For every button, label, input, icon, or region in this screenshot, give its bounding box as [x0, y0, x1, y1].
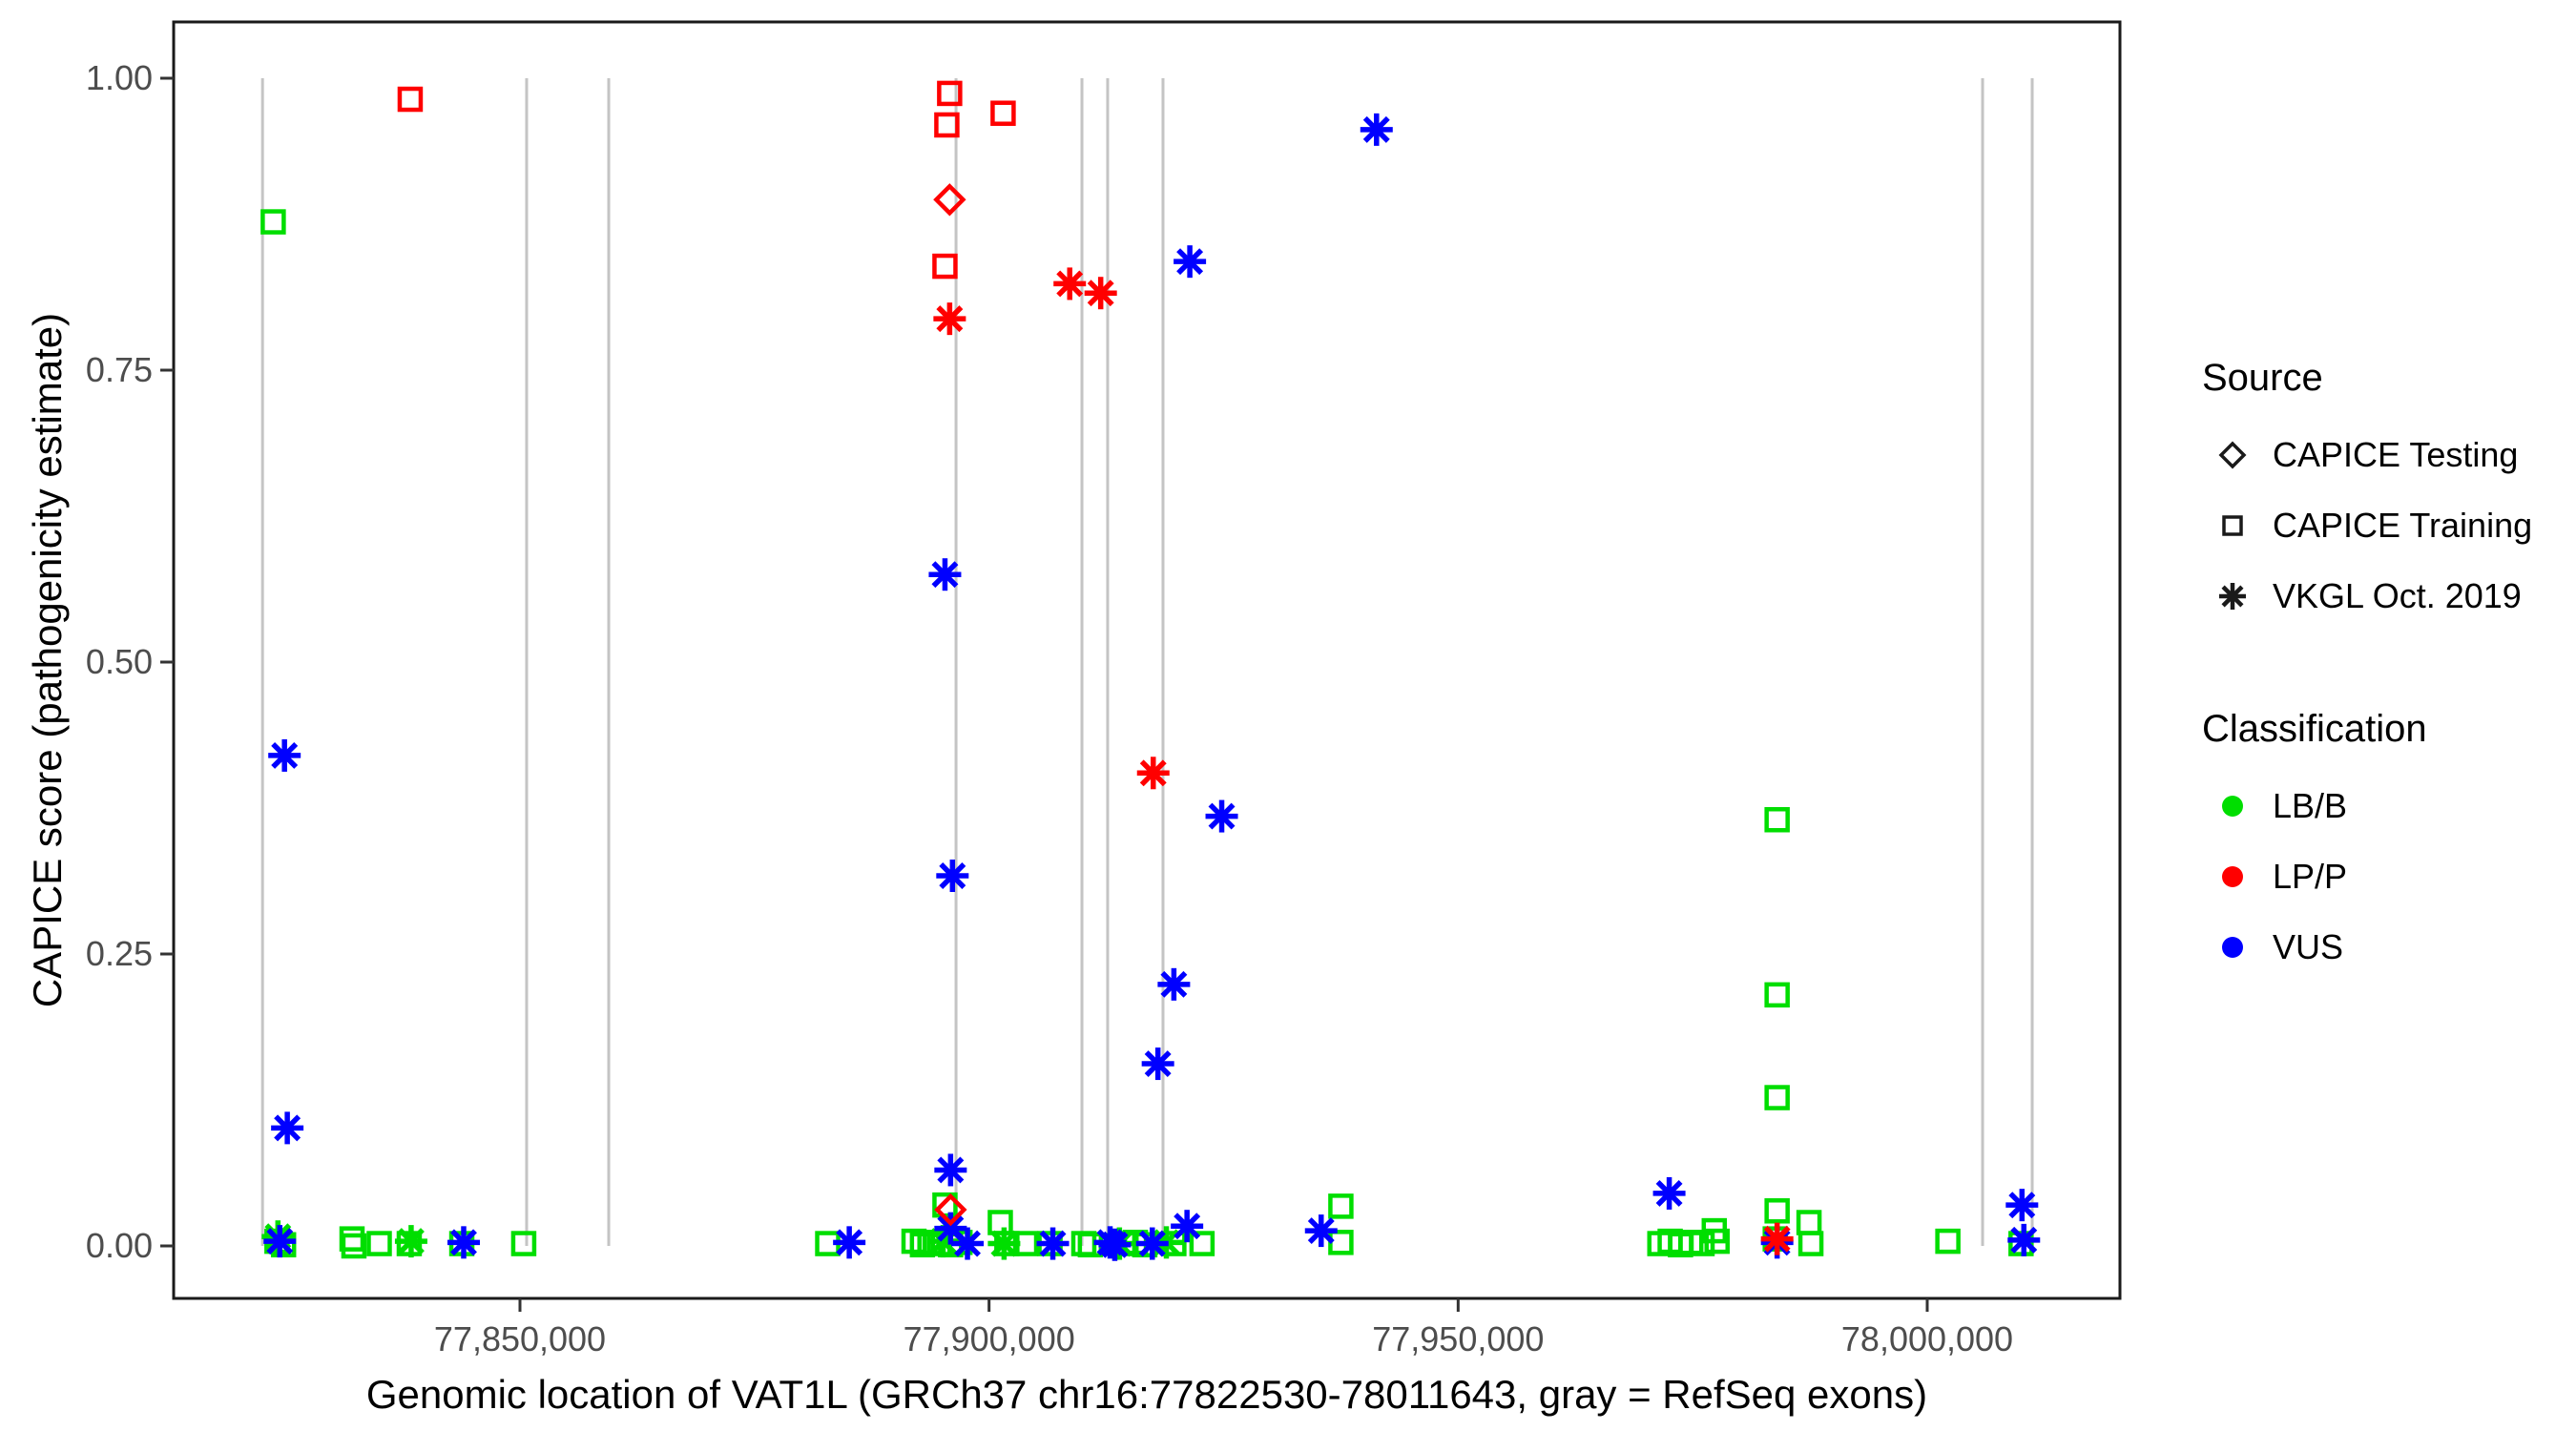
- data-point-asterisk: [394, 1225, 427, 1258]
- data-point-asterisk: [1652, 1176, 1686, 1210]
- legend-glyph: [2202, 852, 2263, 902]
- legend-dot-icon: [2222, 866, 2243, 887]
- data-point-square: [934, 112, 960, 138]
- legend-square-icon: [2222, 515, 2243, 536]
- data-point-square: [1701, 1217, 1728, 1244]
- data-point-square: [366, 1231, 392, 1256]
- series-capice-testing-lp-p: [933, 183, 967, 1227]
- data-point-square: [510, 1231, 537, 1256]
- legend-asterisk-icon: [2219, 583, 2246, 610]
- data-point-asterisk: [934, 1153, 967, 1187]
- data-point-asterisk: [928, 558, 962, 591]
- legend-glyph: [2202, 781, 2263, 831]
- series-capice-training-lp-p: [397, 80, 1016, 280]
- legend-glyph: [2202, 430, 2263, 480]
- legend-item: CAPICE Testing: [2202, 420, 2532, 490]
- data-point-asterisk: [1205, 799, 1238, 833]
- panel-border: [172, 20, 2122, 1300]
- legend-item-label: LB/B: [2273, 786, 2348, 825]
- data-point-diamond: [933, 183, 966, 217]
- legend-item: LP/P: [2202, 841, 2427, 912]
- data-point-asterisk: [2007, 1223, 2041, 1256]
- legend-item-label: CAPICE Testing: [2273, 435, 2519, 474]
- legend-item: CAPICE Training: [2202, 490, 2532, 561]
- x-tick-label: 77,900,000: [903, 1319, 1075, 1358]
- legend-item-label: VUS: [2273, 927, 2344, 966]
- legend-item: LB/B: [2202, 771, 2427, 841]
- y-tick-label: 0.00: [85, 1226, 153, 1265]
- legend-glyph: [2202, 923, 2263, 972]
- data-point-asterisk: [447, 1226, 480, 1259]
- data-point-asterisk: [1171, 1210, 1204, 1243]
- data-point-asterisk: [933, 302, 966, 336]
- data-point-square: [1764, 806, 1790, 833]
- legend-source: Source CAPICE Testing CAPICE Training VKGL…: [2202, 355, 2532, 632]
- data-point-asterisk: [1157, 967, 1191, 1001]
- data-point-square: [909, 1232, 936, 1258]
- data-point-asterisk: [951, 1227, 985, 1260]
- legend-item: VKGL Oct. 2019: [2202, 561, 2532, 632]
- legend-item-label: CAPICE Training: [2273, 506, 2533, 545]
- data-point-square: [1764, 1085, 1790, 1110]
- y-tick-label: 0.75: [85, 350, 153, 389]
- legend-glyph: [2202, 501, 2263, 550]
- data-point-square: [1796, 1210, 1822, 1235]
- x-tick-label: 77,850,000: [433, 1319, 607, 1358]
- legend-diamond-icon: [2218, 441, 2247, 469]
- data-point-square: [2008, 1231, 2034, 1256]
- legend-item: VUS: [2202, 912, 2427, 983]
- x-tick-label: 77,950,000: [1372, 1319, 1545, 1358]
- legend-dot-icon: [2222, 796, 2243, 817]
- y-tick-label: 0.25: [85, 934, 153, 973]
- series-vkgl-oct-2019-lp-p: [933, 267, 1794, 1255]
- legend-classification: Classification LB/B LP/P VUS: [2202, 706, 2427, 983]
- data-point-asterisk: [833, 1226, 866, 1259]
- data-point-square: [937, 80, 963, 107]
- data-point-diamond: [934, 1192, 967, 1227]
- data-point-square: [1189, 1231, 1215, 1256]
- legend-source-title: Source: [2202, 357, 2323, 399]
- legend-item-label: LP/P: [2273, 857, 2348, 896]
- data-point-square: [990, 100, 1016, 126]
- data-point-asterisk: [1098, 1228, 1132, 1261]
- data-point-square: [397, 86, 424, 113]
- data-point-square: [341, 1233, 367, 1259]
- data-point-square: [1328, 1230, 1354, 1255]
- data-point-asterisk: [268, 738, 301, 772]
- data-point-asterisk: [1360, 113, 1393, 146]
- data-point-square: [1935, 1228, 1961, 1255]
- data-point-asterisk: [271, 1111, 304, 1145]
- data-point-asterisk: [1141, 1047, 1174, 1081]
- x-axis-title: Genomic location of VAT1L (GRCh37 chr16:…: [365, 1372, 1928, 1417]
- legend-item-label: VKGL Oct. 2019: [2273, 576, 2522, 615]
- series-vkgl-oct-2019-vus: [263, 113, 2041, 1261]
- data-point-asterisk: [1136, 757, 1170, 790]
- data-point-asterisk: [1084, 277, 1117, 310]
- data-point-asterisk: [1053, 267, 1087, 301]
- data-point-asterisk: [2005, 1189, 2039, 1222]
- data-point-asterisk: [1135, 1227, 1169, 1260]
- data-point-asterisk: [1760, 1222, 1794, 1255]
- data-point-asterisk: [1174, 245, 1207, 279]
- data-point-square: [932, 253, 958, 280]
- data-point-square: [1764, 982, 1790, 1008]
- data-point-asterisk: [936, 859, 969, 892]
- legend-dot-icon: [2222, 937, 2243, 958]
- legend-glyph: [2202, 571, 2263, 621]
- data-point-square: [987, 1210, 1013, 1235]
- data-point-asterisk: [987, 1227, 1021, 1260]
- data-point-square: [1764, 1198, 1790, 1224]
- data-point-square: [260, 209, 286, 235]
- data-point-asterisk: [1036, 1227, 1070, 1260]
- data-point-asterisk: [1304, 1214, 1338, 1248]
- data-point-square: [1328, 1193, 1354, 1219]
- y-tick-label: 1.00: [85, 58, 153, 97]
- data-point-square: [1797, 1231, 1824, 1256]
- data-point-asterisk: [263, 1225, 297, 1258]
- y-tick-label: 0.50: [85, 642, 153, 681]
- x-tick-label: 78,000,000: [1840, 1319, 2014, 1358]
- legend-classification-title: Classification: [2202, 708, 2427, 750]
